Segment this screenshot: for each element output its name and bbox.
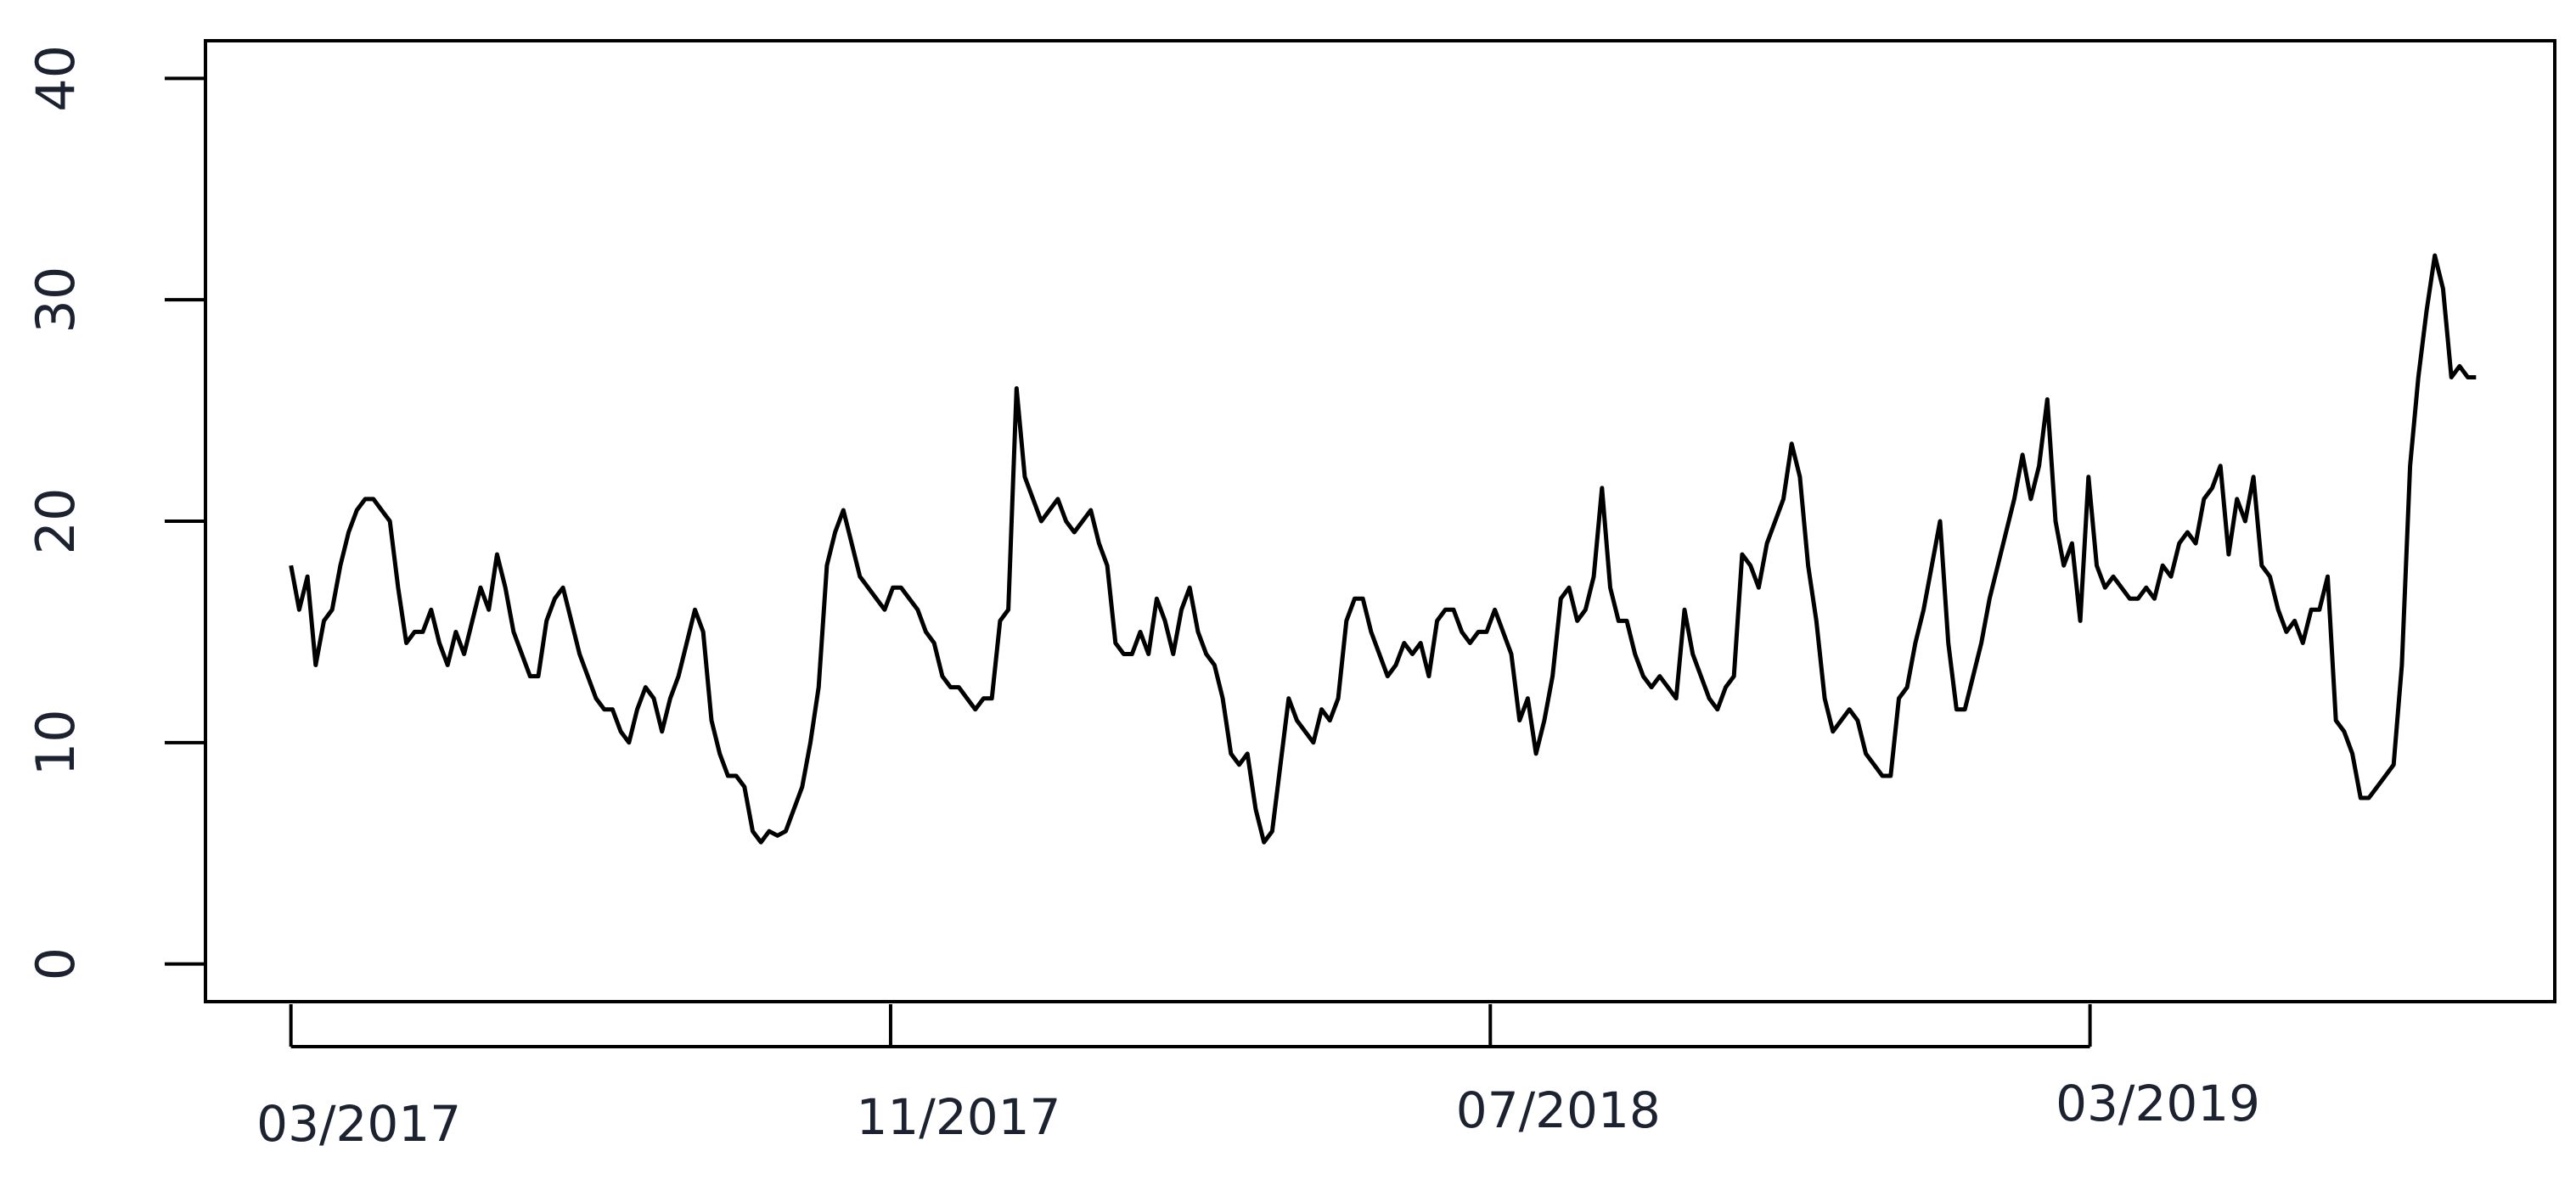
plot-frame bbox=[204, 39, 2556, 1003]
x-tick-label: 11/2017 bbox=[856, 1088, 1060, 1146]
y-tick-label: 40 bbox=[25, 45, 87, 112]
y-tick-label: 30 bbox=[25, 267, 87, 334]
y-tick-label: 0 bbox=[25, 947, 87, 980]
x-tick-label: 07/2018 bbox=[1456, 1081, 1661, 1139]
data-line bbox=[289, 253, 2477, 845]
y-tick-label: 10 bbox=[25, 709, 87, 776]
x-tick-label: 03/2017 bbox=[256, 1095, 461, 1153]
y-tick-label: 20 bbox=[25, 488, 87, 555]
x-tick-label: 03/2019 bbox=[2056, 1075, 2260, 1132]
